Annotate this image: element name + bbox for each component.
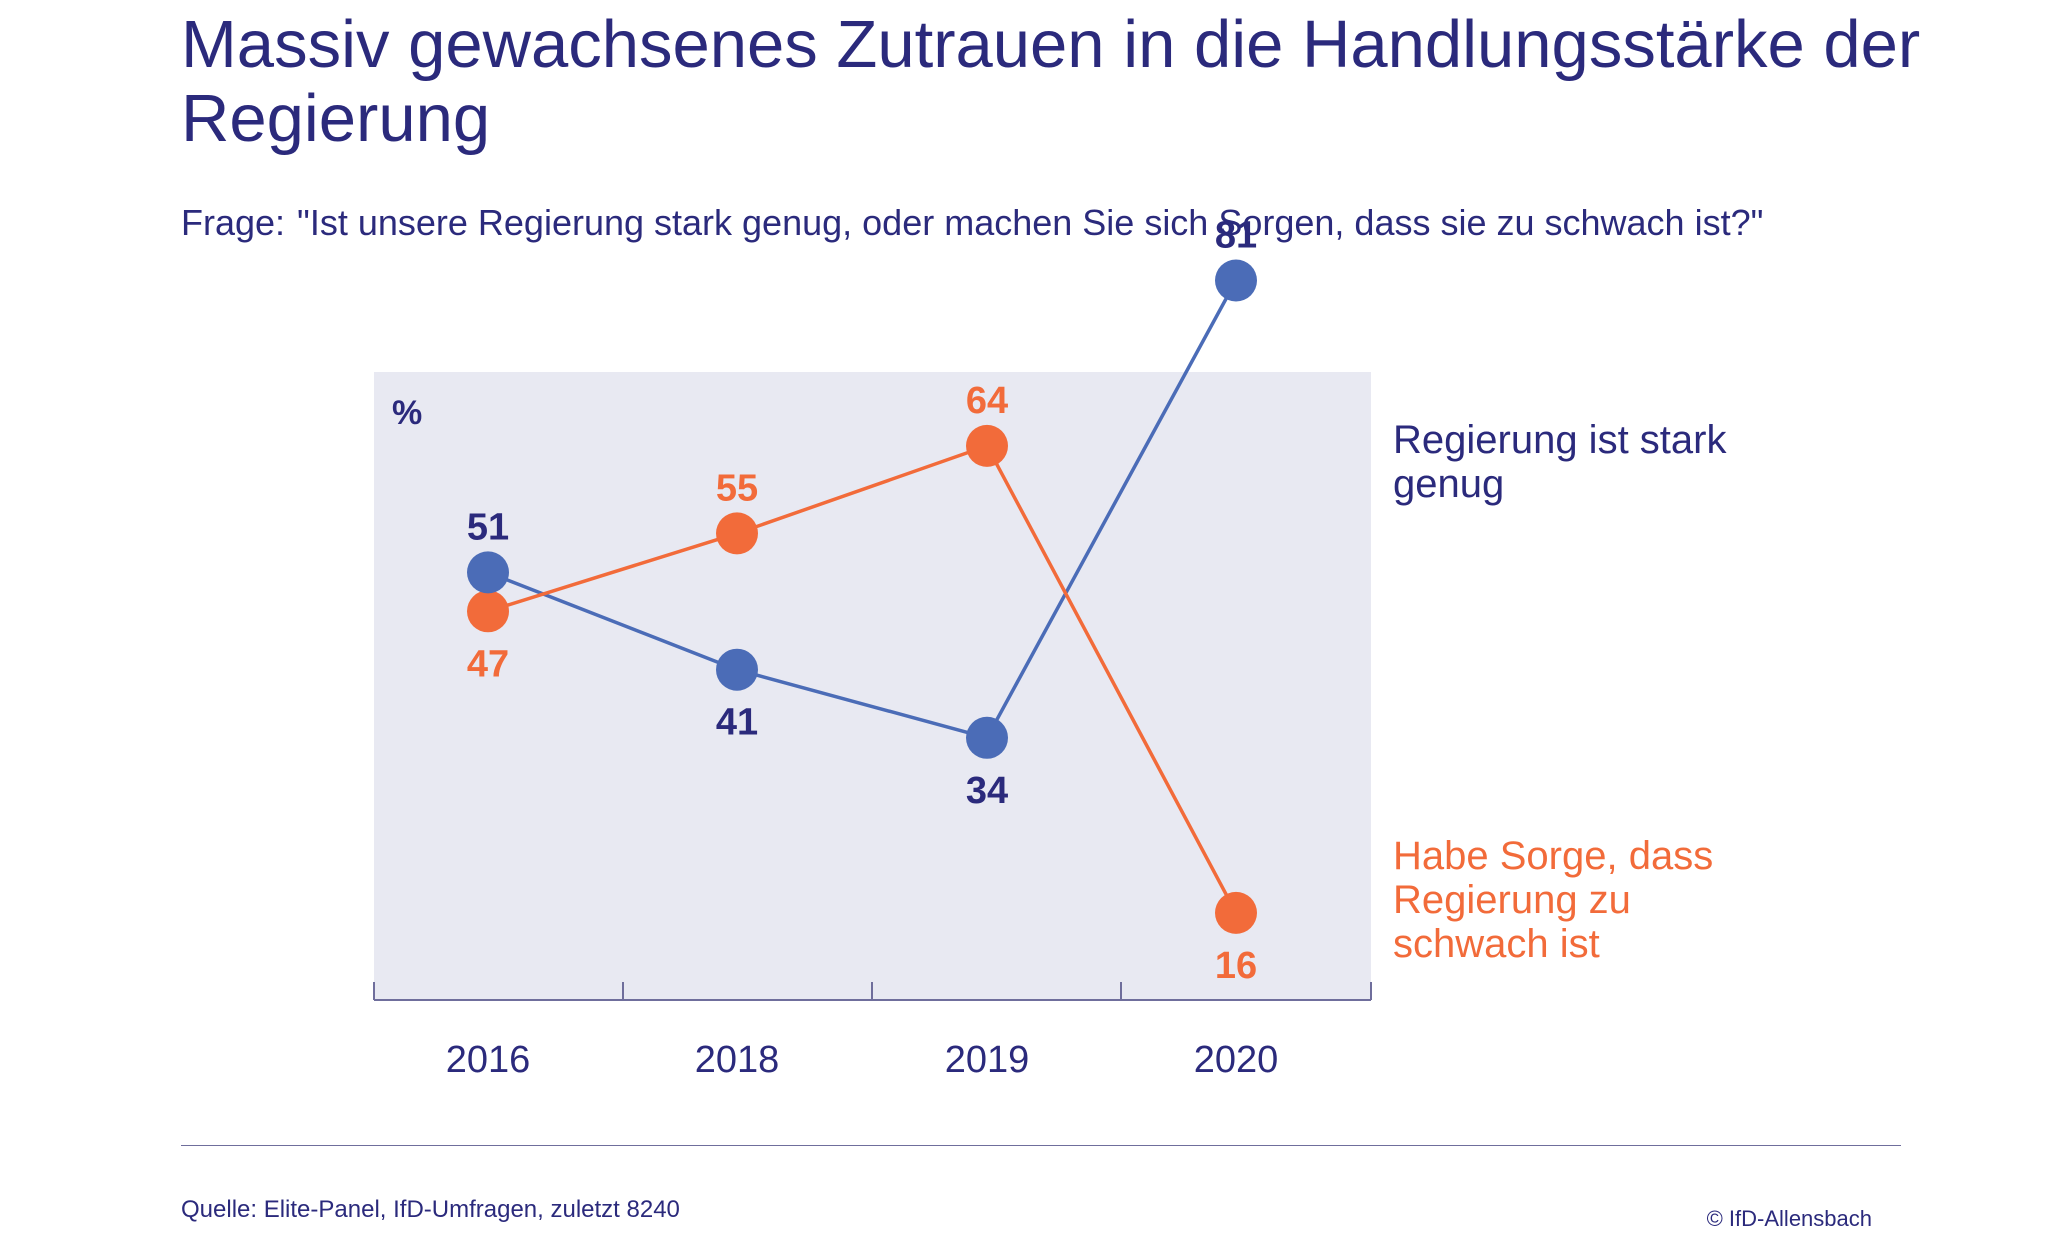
source-note: Quelle: Elite-Panel, IfD-Umfragen, zulet… — [181, 1196, 680, 1223]
footer-divider — [181, 1145, 1901, 1146]
series-1-point-2020 — [1215, 891, 1257, 934]
series-0-point-2018 — [716, 648, 758, 691]
data-label-series-0-2020: 81 — [1215, 215, 1257, 257]
data-label-series-0-2016: 51 — [467, 506, 509, 548]
series-1-point-2018 — [716, 512, 758, 555]
data-label-series-1-2020: 16 — [1215, 945, 1257, 987]
legend-too-weak: Habe Sorge, dass Regierung zu schwach is… — [1393, 834, 1714, 966]
series-line-1 — [487, 444, 1238, 914]
x-tick-label-2018: 2018 — [695, 1039, 780, 1081]
question-prefix: Frage: — [181, 202, 286, 243]
chart-title: Massiv gewachsenes Zutrauen in die Handl… — [181, 7, 1921, 156]
x-tick-label-2016: 2016 — [446, 1039, 531, 1081]
series-0-point-2019 — [966, 716, 1008, 759]
data-label-series-0-2018: 41 — [716, 702, 758, 744]
question-text: "Ist unsere Regierung stark genug, oder … — [297, 202, 1764, 243]
survey-question: Frage: "Ist unsere Regierung stark genug… — [181, 200, 1831, 245]
x-tick-label-2019: 2019 — [945, 1039, 1030, 1081]
data-label-series-1-2019: 64 — [966, 380, 1008, 422]
series-1-point-2019 — [966, 424, 1008, 467]
data-label-series-1-2016: 47 — [467, 643, 509, 685]
copyright-note: © IfD-Allensbach — [1706, 1206, 1872, 1231]
series-0-point-2016 — [467, 551, 509, 594]
series-0-point-2020 — [1215, 259, 1257, 302]
y-axis-unit-label: % — [392, 394, 422, 432]
data-label-series-1-2018: 55 — [716, 467, 758, 509]
series-line-0 — [487, 279, 1238, 740]
x-tick-label-2020: 2020 — [1194, 1039, 1279, 1081]
legend-strong-enough: Regierung ist stark genug — [1393, 418, 1727, 506]
plot-area — [374, 372, 1371, 1000]
series-1-point-2016 — [467, 590, 509, 633]
data-label-series-0-2019: 34 — [966, 770, 1008, 812]
